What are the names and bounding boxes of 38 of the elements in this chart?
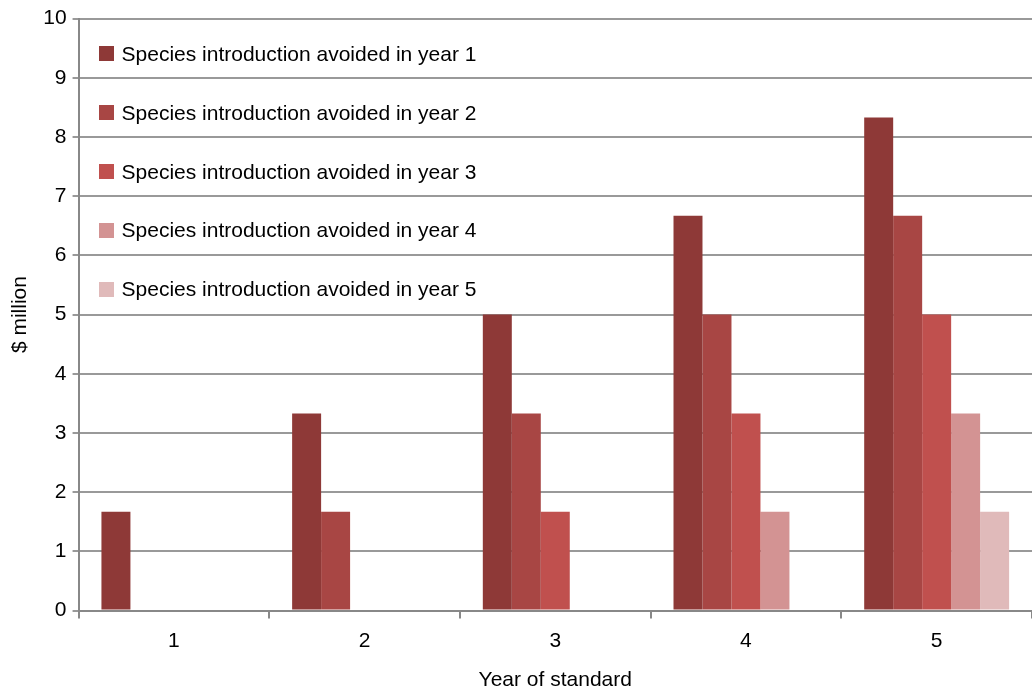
bar — [321, 511, 351, 610]
bar — [101, 511, 131, 610]
bar — [292, 413, 322, 610]
bar — [673, 215, 703, 610]
legend-label: Species introduction avoided in year 3 — [121, 159, 477, 184]
bar — [482, 314, 512, 610]
bar — [511, 413, 541, 610]
x-tick-label: 3 — [549, 628, 562, 651]
bar — [864, 117, 894, 610]
bar — [540, 511, 570, 610]
x-tick-label: 1 — [168, 628, 180, 651]
bar — [922, 314, 952, 610]
x-axis-title: Year of standard — [478, 667, 632, 691]
y-tick-label: 8 — [54, 123, 67, 147]
x-tick-label: 2 — [358, 628, 371, 651]
legend-label: Species introduction avoided in year 2 — [121, 100, 477, 125]
bar — [760, 511, 790, 610]
y-tick-label: 5 — [54, 301, 67, 325]
y-tick-label: 0 — [54, 597, 67, 621]
y-tick-label: 9 — [54, 64, 67, 88]
x-tick-label: 5 — [930, 628, 943, 651]
bar — [731, 413, 761, 610]
y-tick-label: 3 — [54, 419, 67, 443]
x-tick-label: 4 — [740, 628, 753, 651]
legend-label: Species introduction avoided in year 5 — [121, 277, 477, 302]
y-tick-label: 2 — [54, 479, 67, 502]
bar — [951, 413, 981, 610]
legend-label: Species introduction avoided in year 4 — [121, 218, 477, 243]
y-axis-title: $ million — [7, 276, 31, 354]
y-tick-label: 1 — [54, 538, 67, 562]
y-tick-label: 7 — [54, 183, 67, 206]
y-tick-label: 10 — [43, 5, 67, 29]
legend-label: Species introduction avoided in year 1 — [121, 41, 477, 66]
y-tick-label: 4 — [54, 360, 67, 384]
bar — [702, 314, 732, 610]
y-tick-label: 6 — [54, 242, 67, 266]
bar — [980, 511, 1010, 610]
bar — [893, 215, 923, 610]
